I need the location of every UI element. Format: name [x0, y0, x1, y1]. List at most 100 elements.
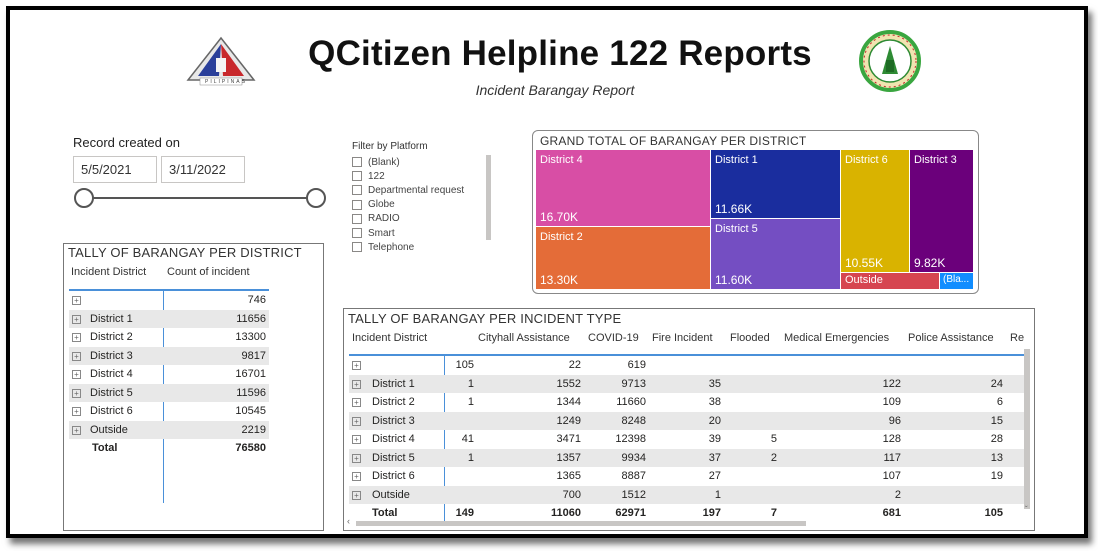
table-row[interactable]: + Outside 700 1512 1 2 [349, 485, 1024, 504]
tile-name: District 2 [540, 231, 583, 243]
platform-option[interactable]: Smart [352, 226, 492, 240]
checkbox-icon[interactable] [352, 242, 362, 253]
cell-cityhall: 1357 [556, 451, 581, 464]
ph-seal-logo: PILIPINAS [186, 36, 256, 88]
expand-icon[interactable]: + [352, 361, 361, 370]
column-header[interactable]: Incident District [352, 332, 428, 344]
checkbox-icon[interactable] [352, 199, 362, 210]
start-date-input[interactable]: 5/5/2021 [73, 156, 157, 183]
column-header[interactable]: Incident District [71, 266, 147, 278]
row-district: District 5 [372, 451, 415, 464]
tile-value: 10.55K [845, 256, 884, 270]
column-header[interactable]: COVID-19 [588, 332, 639, 344]
end-date-input[interactable]: 3/11/2022 [161, 156, 245, 183]
expand-icon[interactable]: + [72, 407, 81, 416]
column-header[interactable]: Cityhall Assistance [478, 332, 570, 344]
cell-covid: 8887 [621, 470, 646, 482]
table-row[interactable]: + District 4 41 3471 12398 39 5 128 28 [349, 430, 1024, 449]
row-district: District 5 [90, 386, 133, 399]
checkbox-icon[interactable] [352, 185, 362, 196]
column-header[interactable]: Count of incident [167, 266, 250, 278]
expand-icon[interactable]: + [352, 472, 361, 481]
cell-police: 13 [990, 451, 1003, 464]
cell-flooded: 5 [770, 433, 777, 445]
table-row[interactable]: + 105 22 619 [349, 356, 1024, 375]
checkbox-icon[interactable] [352, 228, 362, 239]
row-district: District 6 [90, 405, 133, 417]
checkbox-icon[interactable] [352, 213, 362, 224]
treemap-tile-district-1[interactable]: District 1 11.66K [711, 150, 840, 218]
expand-icon[interactable]: + [352, 416, 361, 426]
platform-option[interactable]: Telephone [352, 240, 492, 254]
row-background [69, 383, 164, 402]
table-row[interactable]: + District 3 9817 [69, 346, 269, 365]
total-label: Total [372, 507, 398, 519]
platform-option[interactable]: (Blank) [352, 155, 492, 169]
cell-covid: 11660 [616, 396, 646, 408]
table-title: TALLY OF BARANGAY PER DISTRICT [68, 245, 302, 260]
table-row[interactable]: + District 5 11596 [69, 383, 269, 402]
column-header[interactable]: Police Assistance [908, 332, 994, 344]
helpline-seal-logo [856, 30, 924, 92]
table-row[interactable]: + District 5 1 1357 9934 37 2 117 13 [349, 448, 1024, 467]
expand-icon[interactable]: + [72, 351, 81, 361]
treemap-tile-district-2[interactable]: District 2 13.30K [536, 227, 710, 289]
treemap-tile-district-3[interactable]: District 3 9.82K [910, 150, 973, 272]
expand-icon[interactable]: + [72, 314, 81, 324]
platform-option-label: RADIO [368, 213, 400, 225]
expand-icon[interactable]: + [352, 398, 361, 407]
expand-icon[interactable]: + [352, 435, 361, 444]
cell-police: 6 [996, 396, 1003, 408]
platform-option[interactable]: 122 [352, 169, 492, 183]
platform-filter-scrollbar[interactable] [486, 155, 491, 240]
column-header[interactable]: Medical Emergencies [784, 332, 890, 344]
row-count: 16701 [235, 368, 266, 380]
treemap-tile-district-5[interactable]: District 5 11.60K [711, 219, 840, 289]
platform-option[interactable]: Departmental request [352, 183, 492, 197]
table-row[interactable]: + District 4 16701 [69, 365, 269, 384]
scroll-down-icon[interactable]: ˇ [1025, 505, 1028, 514]
scroll-left-icon[interactable]: ‹ [347, 516, 350, 526]
expand-icon[interactable]: + [72, 388, 81, 398]
table-row[interactable]: + District 2 1 1344 11660 38 109 6 [349, 393, 1024, 412]
horizontal-scrollbar[interactable] [356, 521, 806, 526]
tile-value: 16.70K [540, 210, 579, 224]
platform-option[interactable]: Globe [352, 198, 492, 212]
column-header[interactable]: Flooded [730, 332, 770, 344]
treemap-tile-district-4[interactable]: District 4 16.70K [536, 150, 710, 226]
cell-fire: 39 [708, 433, 721, 445]
table-row[interactable]: + District 1 1 1552 9713 35 122 24 [349, 374, 1024, 393]
platform-option[interactable]: RADIO [352, 212, 492, 226]
cell-medical: 128 [882, 433, 901, 445]
expand-icon[interactable]: + [352, 490, 361, 500]
date-range-track[interactable] [84, 197, 316, 199]
expand-icon[interactable]: + [352, 453, 361, 463]
treemap-tile-outside[interactable]: Outside [841, 273, 939, 289]
row-district: District 1 [90, 312, 133, 325]
expand-icon[interactable]: + [72, 333, 81, 342]
table-row[interactable]: + District 2 13300 [69, 328, 269, 347]
vertical-scrollbar[interactable] [1024, 349, 1030, 509]
expand-icon[interactable]: + [72, 370, 81, 379]
total-flooded: 7 [770, 507, 777, 519]
checkbox-icon[interactable] [352, 157, 362, 168]
expand-icon[interactable]: + [352, 379, 361, 389]
treemap-tile-blank[interactable]: (Bla... [940, 273, 973, 289]
checkbox-icon[interactable] [352, 171, 362, 182]
table-row[interactable]: + Outside 2219 [69, 420, 269, 439]
column-header[interactable]: Fire Incident [652, 332, 713, 344]
table-row[interactable]: + District 6 10545 [69, 402, 269, 421]
expand-icon[interactable]: + [72, 296, 81, 305]
start-date-handle[interactable] [74, 188, 94, 208]
column-header[interactable]: Re [1010, 332, 1025, 344]
table-row[interactable]: + District 3 1249 8248 20 96 15 [349, 411, 1024, 430]
table-row[interactable]: + District 6 1365 8887 27 107 19 [349, 467, 1024, 486]
treemap-tile-district-6[interactable]: District 6 10.55K [841, 150, 909, 272]
expand-icon[interactable]: + [72, 425, 81, 435]
cell-blank: 1 [467, 396, 474, 408]
tile-name: Outside [845, 274, 883, 286]
end-date-handle[interactable] [306, 188, 326, 208]
table-row[interactable]: + 746 [69, 291, 269, 310]
table-row[interactable]: + District 1 11656 [69, 309, 269, 328]
row-district: District 3 [372, 414, 415, 427]
